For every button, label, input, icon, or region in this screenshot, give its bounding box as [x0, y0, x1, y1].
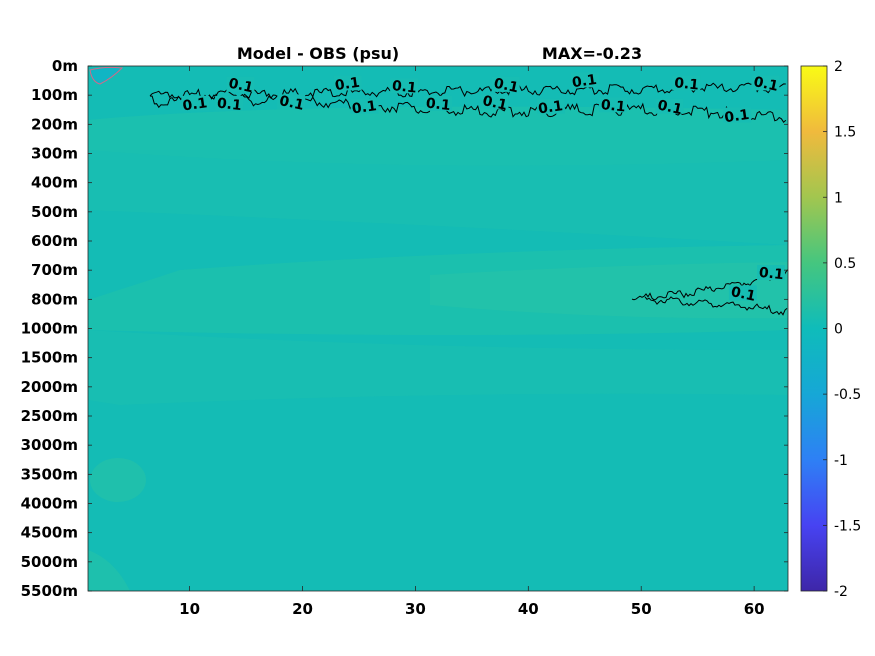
- contour-label-bg: [491, 76, 520, 92]
- colorbar-tick-label: 1: [834, 190, 843, 206]
- y-tick-label: 2000m: [21, 378, 78, 396]
- colorbar-tick-label: -2: [834, 584, 848, 600]
- y-tick-label: 2500m: [21, 407, 78, 425]
- y-tick-label: 4000m: [21, 495, 78, 513]
- y-tick-label: 1500m: [21, 349, 78, 367]
- contour-label-bg: [181, 95, 210, 111]
- contour-label: 0.1: [391, 78, 417, 97]
- y-tick-label: 0m: [52, 57, 78, 75]
- contour-label-bg: [424, 95, 452, 111]
- contour-label-bg: [570, 72, 599, 88]
- contour-label-bg: [333, 75, 362, 91]
- colorbar-tick-label: 0.5: [834, 256, 856, 272]
- contour-label-bg: [599, 97, 627, 113]
- heatmap-field: 0.1 0.1 0.1 0.1 0.1 0.1 0.10.1 0.1 0.1 0.1 0.1 0.1 0…: [88, 66, 788, 591]
- contour-label-bg: [536, 98, 565, 114]
- x-tick-label: 50: [631, 600, 652, 618]
- y-tick-label: 4500m: [21, 524, 78, 542]
- contour-label: 0.1: [724, 107, 751, 126]
- contour-label-bg: [277, 94, 306, 110]
- contour-label-bg: [350, 98, 379, 114]
- y-tick-label: 500m: [31, 203, 78, 221]
- colorbar-tick-label: 1.5: [834, 125, 856, 141]
- contour-label: 0.1: [673, 75, 699, 94]
- colorbar-tick-label: 2: [834, 59, 843, 75]
- y-tick-label: 300m: [31, 145, 78, 163]
- contour-label: 0.1: [182, 95, 209, 114]
- contour-label-bg: [751, 75, 780, 91]
- contour-label-bg: [226, 76, 255, 92]
- contour-label-bg: [390, 78, 419, 94]
- contour-label: 0.1: [481, 93, 509, 114]
- colorbar-tick-label: 0: [834, 322, 843, 338]
- contour-label: 0.1: [227, 76, 255, 97]
- y-tick-label: 5000m: [21, 553, 78, 571]
- contour-label: 0.1: [278, 93, 306, 114]
- y-tick-label: 5500m: [21, 582, 78, 600]
- contour-label-bg: [655, 98, 684, 114]
- contour-label-bg: [480, 94, 509, 110]
- x-tick-label: 60: [744, 600, 765, 618]
- chart-title: Model - OBS (psu): [237, 44, 399, 63]
- contour-label-bg: [728, 285, 757, 301]
- x-tick-label: 10: [179, 600, 200, 618]
- contour-label: 0.1: [334, 75, 361, 94]
- contour-label: 0.1: [752, 74, 780, 95]
- contour-label: 0.1: [216, 96, 242, 115]
- y-tick-label: 800m: [31, 290, 78, 308]
- y-tick-label: 3000m: [21, 436, 78, 454]
- chart-subtitle: MAX=-0.23: [542, 44, 642, 63]
- contour-label: 0.1: [425, 96, 451, 115]
- contour-label: 0.1: [571, 72, 598, 91]
- y-tick-label: 700m: [31, 261, 78, 279]
- y-tick-label: 1000m: [21, 320, 78, 338]
- contour-label: 0.1: [729, 284, 757, 305]
- contour-line: [644, 296, 788, 316]
- x-axis: 10 20 30 40 50 60: [179, 66, 765, 618]
- colorbar-tick-label: -0.5: [834, 387, 861, 403]
- colorbar-tick-label: -1.5: [834, 518, 861, 534]
- y-tick-label: 600m: [31, 232, 78, 250]
- contour-label: 0.1: [758, 265, 784, 284]
- x-tick-label: 40: [518, 600, 539, 618]
- x-tick-label: 30: [405, 600, 426, 618]
- y-tick-label: 400m: [31, 174, 78, 192]
- contour-label: 0.1: [351, 98, 378, 117]
- contour-label: 0.1: [600, 97, 626, 116]
- y-axis: 0m 100m 200m 300m 400m 500m 600m 700m 800m 1000m 1…: [21, 57, 788, 600]
- contour-label-bg: [672, 75, 701, 91]
- y-tick-label: 100m: [31, 86, 78, 104]
- contour-label: 0.1: [492, 76, 520, 97]
- contour-label-bg: [757, 265, 786, 280]
- colorbar-tick-label: -1: [834, 453, 848, 469]
- contour-label: 0.1: [656, 97, 684, 118]
- colorbar: [800, 65, 828, 592]
- y-tick-label: 200m: [31, 115, 78, 133]
- contour-label-bg: [723, 107, 752, 123]
- y-tick-label: 3500m: [21, 465, 78, 483]
- contour-labels: 0.1 0.1 0.1 0.1 0.1 0.1 0.10.1 0.1 0.1 0.1 0.1 0.1 0…: [181, 72, 786, 305]
- x-tick-label: 20: [292, 600, 313, 618]
- colorbar-ticks: 2 1.5 1 0.5 0 -0.5 -1 -1.5 -2: [823, 59, 861, 600]
- contour-label: 0.1: [537, 98, 564, 117]
- contour-label-bg: [215, 95, 244, 111]
